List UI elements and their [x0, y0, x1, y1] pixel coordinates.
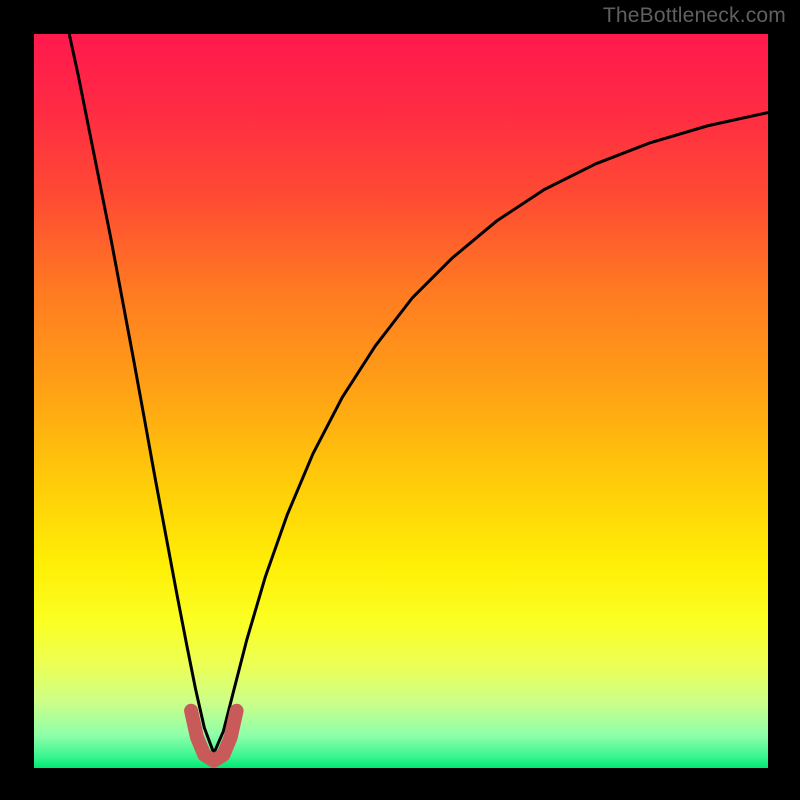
bottleneck-chart	[34, 34, 768, 768]
chart-svg	[34, 34, 768, 768]
watermark-text: TheBottleneck.com	[603, 4, 786, 28]
